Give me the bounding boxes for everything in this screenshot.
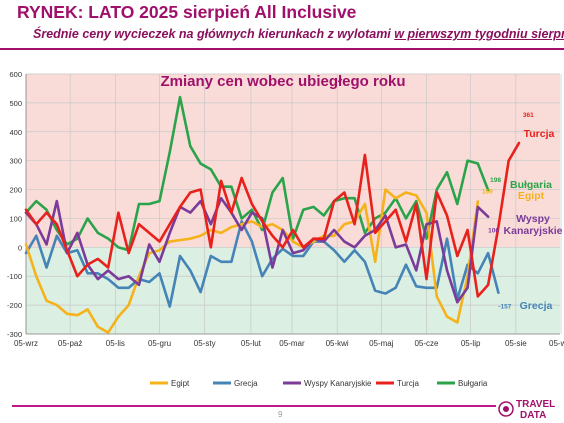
series-line-bułgaria xyxy=(24,95,490,252)
series-name-label: Bułgaria xyxy=(510,179,552,191)
y-axis: -300 -200 -100 0 100 200 300 400 500 600 xyxy=(7,70,27,339)
series-name-label-line: Wyspy xyxy=(516,213,550,225)
end-value-label: 198 xyxy=(490,177,501,184)
chart-grid xyxy=(25,73,562,335)
series-lines xyxy=(24,95,521,334)
x-tick-label: 05-gru xyxy=(148,339,171,348)
x-tick-label: 05-mar xyxy=(279,339,305,348)
y-tick-label: -200 xyxy=(7,301,22,310)
series-line-egipt xyxy=(24,188,480,334)
series-name-label: Wyspy Kanaryjskie xyxy=(504,213,563,237)
x-tick-label: 05-wrz xyxy=(549,339,564,348)
y-tick-label: 200 xyxy=(9,186,22,195)
end-value-label: -157 xyxy=(498,304,511,311)
series-name-label-line: Egipt xyxy=(518,190,545,202)
y-tick-label: 300 xyxy=(9,157,22,166)
logo-text-bottom: DATA xyxy=(520,410,546,421)
subtitle-prefix: Średnie ceny wycieczek na głównych kieru… xyxy=(33,27,395,41)
x-tick-label: 05-lis xyxy=(106,339,125,348)
travel-data-logo: TRAVEL DATA xyxy=(498,399,555,421)
chart-title: Zmiany cen wobec ubiegłego roku xyxy=(160,73,405,90)
page-number: 9 xyxy=(278,410,283,419)
chart-legend: Egipt Grecja Wyspy Kanaryjskie Turcja Bułgar… xyxy=(150,379,488,388)
series-name-label-line: Kanaryjskie xyxy=(504,225,563,237)
series-name-label-line: Turcja xyxy=(524,128,555,140)
y-tick-label: 500 xyxy=(9,99,22,108)
series-end-labels: 361 Turcja 198 Bułgaria 159 Egipt 106 Wyspy Kana… xyxy=(482,112,563,312)
x-axis: 05-wrz 05-paź 05-lis 05-gru 05-sty 05-lut 05-m… xyxy=(14,333,564,348)
series-name-label-line: Bułgaria xyxy=(510,179,552,191)
title-divider xyxy=(0,48,564,50)
page-subtitle: Średnie ceny wycieczek na głównych kieru… xyxy=(33,27,564,41)
series-line-turcja xyxy=(24,141,521,298)
x-tick-label: 05-cze xyxy=(414,339,439,348)
page-title: RYNEK: LATO 2025 sierpień All Inclusive xyxy=(17,2,357,22)
series-line-wyspy-kanaryjskie xyxy=(24,196,490,304)
y-tick-label: 100 xyxy=(9,214,22,223)
subtitle-emphasis: w pierwszym tygodniu sierpnia xyxy=(394,27,564,41)
y-tick-label: 0 xyxy=(18,243,22,252)
x-tick-label: 05-lut xyxy=(241,339,262,348)
y-tick-label: -300 xyxy=(7,330,22,339)
y-tick-label: -100 xyxy=(7,272,22,281)
legend-label: Grecja xyxy=(234,379,258,388)
x-tick-label: 05-kwi xyxy=(326,339,349,348)
series-name-label: Turcja xyxy=(524,128,555,140)
end-value-label: 159 xyxy=(482,188,493,195)
end-value-label: 106 xyxy=(488,228,499,235)
footer-divider xyxy=(12,405,496,407)
x-tick-label: 05-lip xyxy=(461,339,481,348)
end-value-label: 361 xyxy=(523,112,534,119)
legend-label: Bułgaria xyxy=(458,379,488,388)
x-tick-label: 05-paź xyxy=(58,339,82,348)
legend-label: Wyspy Kanaryjskie xyxy=(304,379,372,388)
y-tick-label: 400 xyxy=(9,128,22,137)
x-tick-label: 05-wrz xyxy=(14,339,38,348)
series-name-label: Grecja xyxy=(520,300,553,312)
x-tick-label: 05-sty xyxy=(194,339,216,348)
x-tick-label: 05-sie xyxy=(505,339,527,348)
x-tick-label: 05-maj xyxy=(369,339,394,348)
legend-label: Turcja xyxy=(397,379,419,388)
series-name-label-line: Grecja xyxy=(520,300,553,312)
legend-label: Egipt xyxy=(171,379,190,388)
logo-text-top: TRAVEL xyxy=(516,399,555,410)
series-name-label: Egipt xyxy=(518,190,545,202)
negative-zone xyxy=(26,247,560,334)
series-line-grecja xyxy=(24,220,500,308)
y-tick-label: 600 xyxy=(9,70,22,79)
